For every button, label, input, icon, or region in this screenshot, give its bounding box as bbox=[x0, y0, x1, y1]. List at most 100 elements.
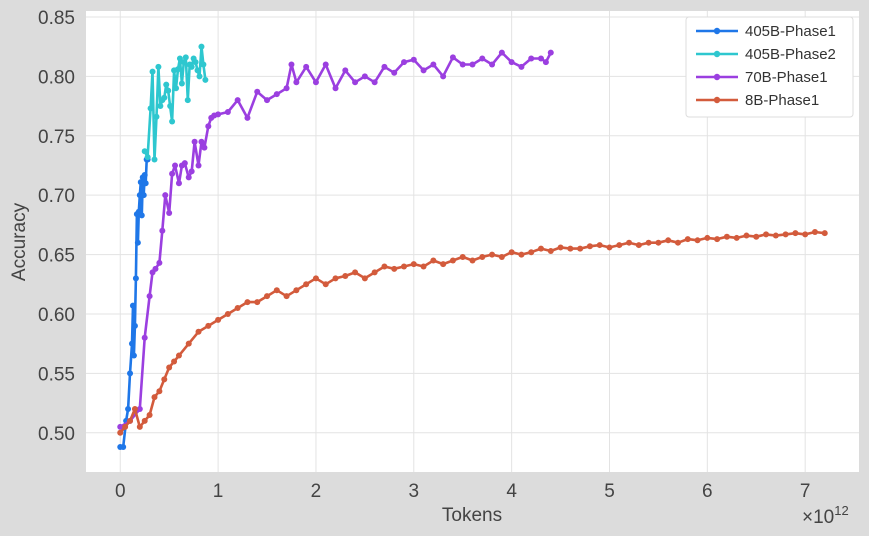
data-point bbox=[361, 275, 368, 282]
data-point bbox=[173, 85, 180, 92]
data-point bbox=[489, 61, 496, 68]
y-tick-label: 0.50 bbox=[38, 424, 75, 445]
data-point bbox=[162, 192, 169, 199]
data-point bbox=[215, 316, 222, 323]
data-point bbox=[430, 257, 437, 264]
data-point bbox=[655, 239, 662, 246]
data-point bbox=[134, 239, 141, 246]
data-point bbox=[352, 79, 359, 86]
data-point bbox=[175, 352, 182, 359]
x-axis-label: Tokens bbox=[442, 505, 502, 526]
data-point bbox=[811, 228, 818, 235]
data-point bbox=[161, 94, 168, 101]
data-point bbox=[410, 56, 417, 63]
legend-swatch-marker bbox=[713, 27, 721, 35]
data-point bbox=[224, 310, 231, 317]
data-point bbox=[181, 160, 188, 167]
data-point bbox=[288, 61, 295, 68]
data-point bbox=[694, 237, 701, 244]
data-point bbox=[125, 406, 132, 413]
x-axis-multiplier: ×1012 bbox=[802, 503, 849, 528]
x-axis-multiplier-base: ×10 bbox=[802, 507, 834, 528]
legend-swatch-marker bbox=[713, 96, 721, 104]
data-point bbox=[157, 103, 164, 110]
data-point bbox=[201, 144, 208, 151]
data-point bbox=[120, 444, 127, 451]
data-point bbox=[244, 114, 251, 121]
data-point bbox=[361, 73, 368, 80]
data-point bbox=[127, 370, 134, 377]
data-point bbox=[528, 55, 535, 62]
data-point bbox=[224, 108, 231, 115]
data-point bbox=[508, 59, 515, 66]
data-point bbox=[131, 406, 138, 413]
data-point bbox=[547, 248, 554, 255]
data-point bbox=[332, 275, 339, 282]
data-point bbox=[489, 251, 496, 258]
data-point bbox=[155, 63, 162, 70]
data-point bbox=[626, 239, 633, 246]
data-point bbox=[127, 417, 134, 424]
data-point bbox=[141, 417, 148, 424]
data-point bbox=[131, 322, 138, 329]
data-point bbox=[146, 293, 153, 300]
data-point bbox=[449, 257, 456, 264]
data-point bbox=[264, 293, 271, 300]
data-point bbox=[182, 54, 189, 61]
y-tick-label: 0.75 bbox=[38, 127, 75, 148]
data-point bbox=[185, 340, 192, 347]
x-tick-label: 1 bbox=[213, 481, 224, 502]
data-point bbox=[469, 257, 476, 264]
data-point bbox=[205, 123, 212, 130]
data-point bbox=[117, 429, 124, 436]
data-point bbox=[174, 66, 181, 73]
data-point bbox=[130, 352, 137, 359]
data-point bbox=[146, 411, 153, 418]
data-point bbox=[537, 245, 544, 252]
data-point bbox=[196, 73, 203, 80]
data-point bbox=[161, 376, 168, 383]
data-point bbox=[772, 232, 779, 239]
data-point bbox=[137, 179, 144, 186]
data-point bbox=[547, 49, 554, 56]
data-point bbox=[586, 243, 593, 250]
data-point bbox=[293, 79, 300, 86]
data-point bbox=[381, 63, 388, 70]
data-point bbox=[254, 299, 261, 306]
data-point bbox=[440, 73, 447, 80]
data-point bbox=[195, 328, 202, 335]
data-point bbox=[635, 242, 642, 249]
data-point bbox=[169, 170, 176, 177]
x-tick-label: 3 bbox=[409, 481, 420, 502]
data-point bbox=[138, 212, 145, 219]
y-tick-label: 0.60 bbox=[38, 305, 75, 326]
data-point bbox=[371, 79, 378, 86]
data-point bbox=[215, 111, 222, 118]
data-point bbox=[141, 334, 148, 341]
data-point bbox=[140, 192, 147, 199]
data-point bbox=[430, 61, 437, 68]
data-point bbox=[616, 242, 623, 249]
data-point bbox=[283, 293, 290, 300]
data-point bbox=[202, 76, 209, 83]
data-point bbox=[129, 302, 136, 309]
data-point bbox=[141, 148, 148, 155]
data-point bbox=[459, 61, 466, 68]
data-point bbox=[191, 138, 198, 145]
data-point bbox=[198, 138, 205, 145]
data-point bbox=[144, 154, 151, 161]
data-point bbox=[753, 233, 760, 240]
data-point bbox=[185, 174, 192, 181]
data-point bbox=[479, 55, 486, 62]
data-point bbox=[188, 63, 195, 70]
legend-swatch-marker bbox=[713, 50, 721, 58]
y-tick-label: 0.70 bbox=[38, 186, 75, 207]
x-tick-label: 7 bbox=[800, 481, 811, 502]
data-point bbox=[743, 232, 750, 239]
data-point bbox=[195, 162, 202, 169]
legend-label: 405B-Phase1 bbox=[745, 23, 836, 40]
data-point bbox=[244, 299, 251, 306]
data-point bbox=[567, 245, 574, 252]
y-tick-label: 0.80 bbox=[38, 67, 75, 88]
